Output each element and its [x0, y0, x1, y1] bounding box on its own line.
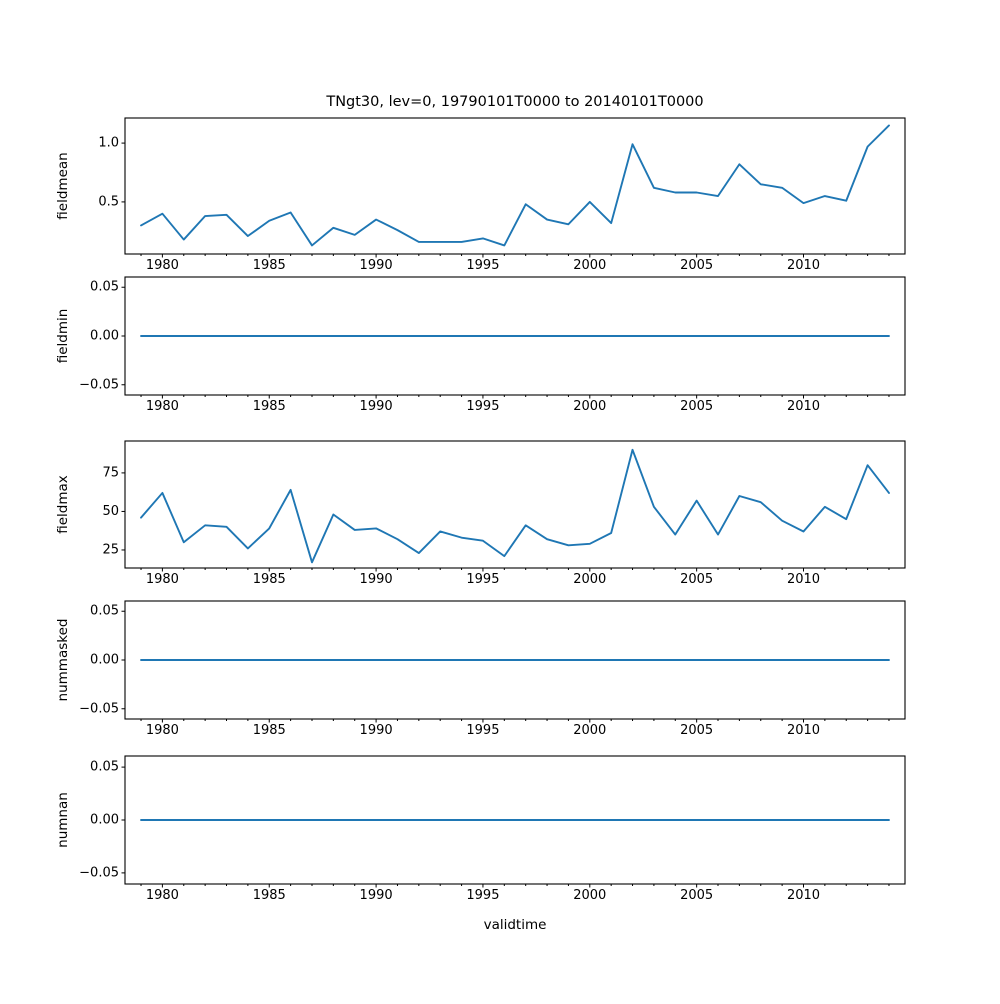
- axes-frame: [124, 117, 906, 255]
- y-axis-label: fieldmax: [55, 475, 71, 534]
- axes-frame: [124, 440, 906, 569]
- y-tick-label: 0.05: [90, 604, 119, 619]
- x-tick-label: 2010: [787, 399, 820, 414]
- y-tick-label: 50: [102, 504, 119, 519]
- x-tick-label: 2010: [787, 258, 820, 273]
- x-tick-label: 1985: [253, 399, 286, 414]
- x-tick-label: 2005: [680, 572, 713, 587]
- x-tick-label: 2000: [573, 399, 606, 414]
- x-tick-label: 1980: [146, 258, 179, 273]
- subplot-nummasked: 1980 1985 1990 1995 2000 2005 2010 −0.05 0.00 0.0…: [55, 600, 906, 738]
- x-tick-label: 2000: [573, 888, 606, 903]
- series-line-fieldmean: [140, 124, 890, 247]
- y-axis-label: numnan: [55, 792, 71, 848]
- subplot-fieldmean: 1980 1985 1990 1995 2000 2005 2010 0.5 1.0 fieldm…: [55, 117, 906, 273]
- x-tick-label: 2005: [680, 258, 713, 273]
- y-axis-label: fieldmean: [55, 152, 71, 219]
- figure-title: TNgt30, lev=0, 19790101T0000 to 20140101…: [325, 94, 703, 110]
- y-tick-label: 0.05: [90, 760, 119, 775]
- y-axis-label: nummasked: [55, 619, 71, 702]
- x-tick-label: 2000: [573, 572, 606, 587]
- subplot-fieldmin: 1980 1985 1990 1995 2000 2005 2010 −0.05 0.00 0.0…: [55, 276, 906, 414]
- y-axis-label: fieldmin: [55, 309, 71, 364]
- x-tick-label: 1985: [253, 258, 286, 273]
- x-tick-label: 1985: [253, 723, 286, 738]
- y-tick-label: −0.05: [79, 377, 119, 392]
- y-tick-label: 75: [102, 465, 119, 480]
- x-tick-label: 1985: [253, 888, 286, 903]
- x-tick-label: 2005: [680, 888, 713, 903]
- x-tick-label: 1990: [360, 888, 393, 903]
- x-tick-label: 2010: [787, 572, 820, 587]
- y-tick-label: 0.00: [90, 653, 119, 668]
- y-tick-label: 25: [102, 542, 119, 557]
- x-tick-label: 1995: [466, 888, 499, 903]
- y-tick-label: −0.05: [79, 865, 119, 880]
- x-tick-label: 1980: [146, 399, 179, 414]
- x-tick-label: 1995: [466, 399, 499, 414]
- x-tick-label: 1980: [146, 723, 179, 738]
- series-line-fieldmax: [140, 448, 890, 564]
- x-axis-label: validtime: [484, 917, 547, 933]
- x-tick-label: 2000: [573, 258, 606, 273]
- x-tick-label: 1990: [360, 399, 393, 414]
- x-tick-label: 1980: [146, 888, 179, 903]
- y-tick-label: 0.5: [98, 194, 119, 209]
- y-tick-label: 1.0: [98, 136, 119, 151]
- x-tick-label: 1995: [466, 723, 499, 738]
- x-tick-label: 2010: [787, 723, 820, 738]
- x-tick-label: 1995: [466, 258, 499, 273]
- y-tick-label: 0.00: [90, 329, 119, 344]
- y-tick-label: −0.05: [79, 701, 119, 716]
- y-tick-label: 0.05: [90, 280, 119, 295]
- x-tick-label: 1980: [146, 572, 179, 587]
- x-tick-label: 2010: [787, 888, 820, 903]
- x-tick-label: 1990: [360, 723, 393, 738]
- subplot-fieldmax: 1980 1985 1990 1995 2000 2005 2010 25 50 75 fieldm…: [55, 440, 906, 587]
- subplot-numnan: 1980 1985 1990 1995 2000 2005 2010 −0.05 0.00 0.0…: [55, 755, 906, 933]
- x-tick-label: 1995: [466, 572, 499, 587]
- x-tick-label: 2005: [680, 399, 713, 414]
- x-tick-label: 1985: [253, 572, 286, 587]
- x-tick-label: 2005: [680, 723, 713, 738]
- y-tick-label: 0.00: [90, 813, 119, 828]
- x-tick-label: 2000: [573, 723, 606, 738]
- x-tick-label: 1990: [360, 572, 393, 587]
- x-tick-label: 1990: [360, 258, 393, 273]
